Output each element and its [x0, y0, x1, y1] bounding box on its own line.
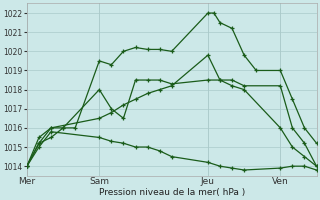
X-axis label: Pression niveau de la mer( hPa ): Pression niveau de la mer( hPa ) — [99, 188, 245, 197]
